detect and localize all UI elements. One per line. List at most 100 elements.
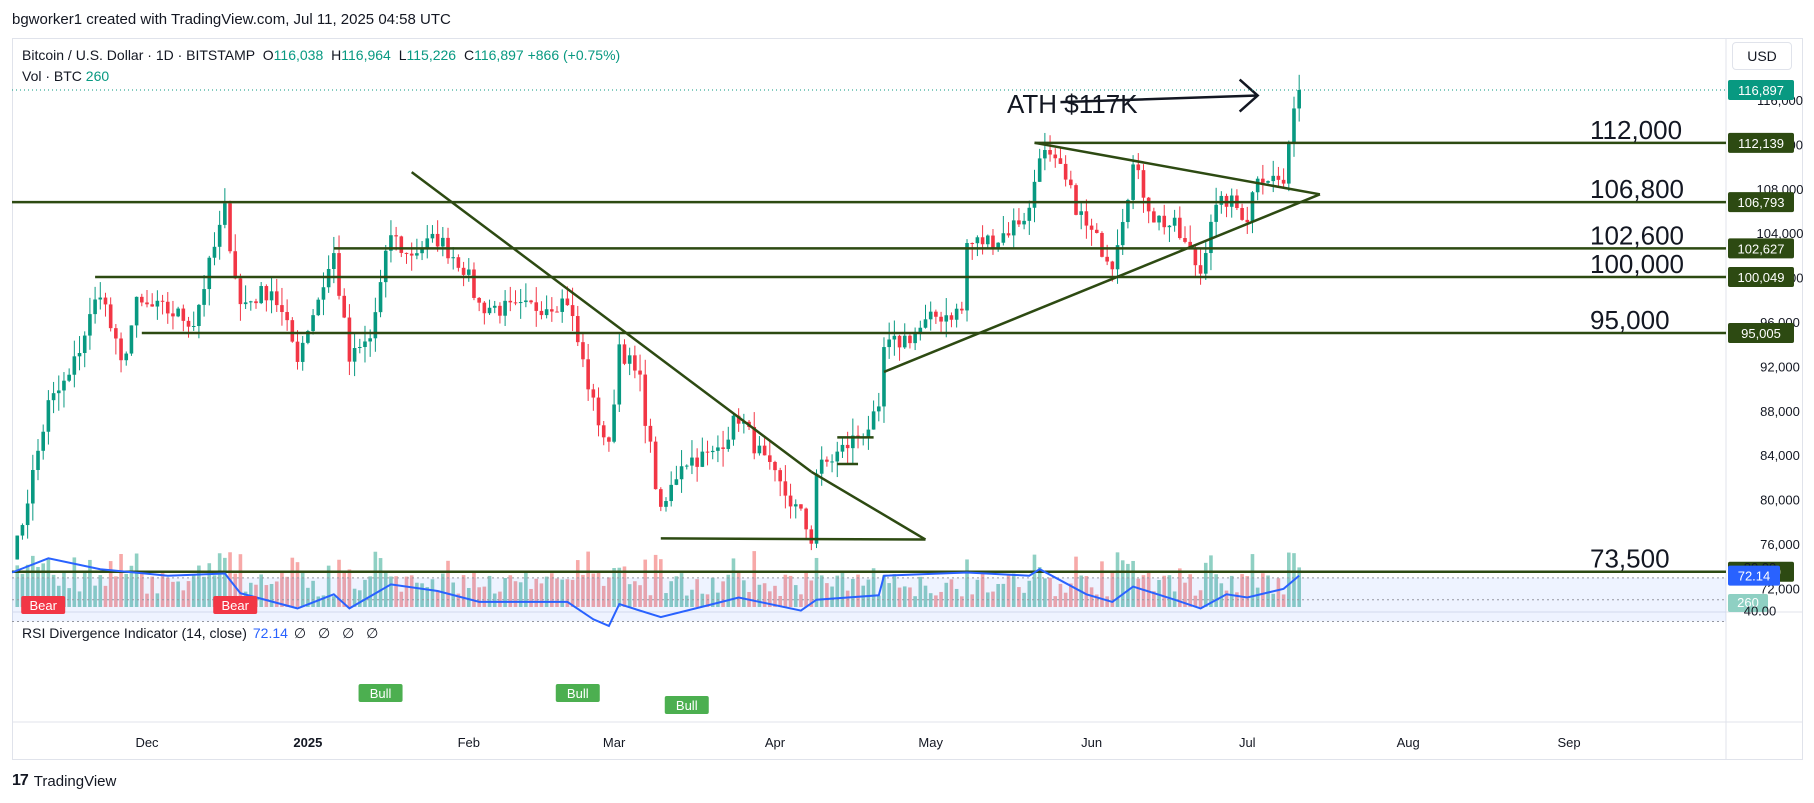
candle-body: [679, 466, 684, 480]
chart-creator-caption: bgworker1 created with TradingView.com, …: [12, 11, 451, 28]
candle-body: [799, 504, 803, 509]
candle-body: [1141, 170, 1146, 198]
signal-label-box: [664, 696, 709, 714]
volume-bar: [757, 584, 762, 607]
candle-body: [845, 444, 850, 449]
candle-body: [145, 302, 149, 305]
price-tick-label: 76,000: [1760, 537, 1800, 552]
candle-body: [46, 400, 51, 432]
candle-body: [954, 308, 959, 320]
volume-bar: [575, 560, 580, 607]
volume-bar: [441, 573, 445, 607]
volume-bar: [607, 577, 611, 607]
candle-body: [150, 304, 154, 307]
volume-bar: [1261, 573, 1265, 607]
candle-body: [565, 298, 570, 306]
rsi-title[interactable]: RSI Divergence Indicator (14, close): [22, 625, 247, 641]
volume-bar: [134, 553, 139, 607]
candle-body: [274, 291, 279, 306]
candle-body: [1261, 178, 1265, 183]
candle-body: [550, 309, 554, 312]
ath-annotation: ATH $117K: [1007, 89, 1138, 119]
volume-bar: [217, 553, 222, 607]
candle-body: [1100, 232, 1104, 257]
volume-bar: [306, 587, 310, 607]
volume-bar: [1001, 583, 1006, 607]
volume-bar: [383, 571, 388, 607]
volume-bar: [1136, 578, 1141, 607]
volume-bar: [1032, 554, 1037, 607]
volume-tag: [1728, 594, 1768, 612]
volume-bar: [622, 566, 627, 607]
volume-bar: [140, 573, 144, 607]
volume-bar: [409, 575, 414, 607]
candle-body: [155, 300, 160, 307]
signal-label: Bull: [567, 686, 589, 701]
candle-body: [176, 308, 180, 317]
candle-body: [1203, 253, 1208, 274]
volume-bar: [1089, 587, 1094, 607]
level-price-tag-text: 100,049: [1738, 270, 1785, 285]
candle-body: [534, 302, 539, 311]
time-tick-label: 2025: [293, 735, 322, 750]
volume-bar: [934, 595, 938, 607]
level-price-tag: [1728, 132, 1794, 153]
currency-button[interactable]: USD: [1732, 42, 1792, 70]
level-label: 106,800: [1590, 174, 1684, 204]
candle-body: [607, 437, 611, 442]
candle-body: [399, 236, 404, 253]
volume-bar: [238, 554, 243, 607]
rsi-legend: RSI Divergence Indicator (14, close) 72.1…: [22, 625, 382, 642]
candle-body: [539, 310, 544, 316]
volume-bar: [280, 572, 284, 607]
volume-bar: [773, 585, 777, 607]
volume-bar: [892, 574, 897, 607]
candle-body: [866, 429, 871, 437]
volume-bar: [996, 584, 1000, 607]
candle-body: [264, 286, 269, 301]
candle-body: [332, 253, 336, 269]
candle-body: [1053, 154, 1058, 159]
volume-bar: [223, 557, 227, 607]
volume-tag-text: 260: [1737, 595, 1759, 610]
volume-bar: [357, 590, 362, 607]
candle-body: [129, 325, 134, 354]
candle-body: [1110, 261, 1115, 270]
volume-bar: [31, 555, 35, 607]
volume-label[interactable]: Vol · BTC: [22, 68, 82, 84]
candle-body: [648, 425, 653, 442]
candle-body: [311, 315, 315, 332]
volume-bar: [902, 586, 907, 607]
volume-bar: [1011, 573, 1016, 607]
volume-bar: [145, 593, 149, 607]
candle-body: [897, 335, 902, 348]
volume-bar: [103, 585, 108, 607]
volume-bar: [1219, 583, 1224, 607]
rsi-extra-values: ∅ ∅ ∅ ∅: [293, 625, 383, 641]
volume-bar: [487, 575, 492, 607]
candle-body: [103, 297, 108, 305]
last-price-tag: [1728, 80, 1794, 100]
candle-body: [508, 300, 513, 303]
volume-bar: [928, 593, 933, 607]
volume-bar: [1224, 590, 1229, 607]
volume-bar: [1094, 594, 1099, 607]
candle-body: [793, 504, 798, 507]
candle-body: [1240, 208, 1244, 220]
volume-bar: [259, 574, 263, 607]
candle-body: [700, 451, 705, 467]
candle-body: [15, 535, 20, 560]
volume-bar: [529, 588, 533, 607]
volume-bar: [845, 590, 850, 607]
candle-body: [98, 297, 103, 300]
volume-bar: [1027, 580, 1032, 607]
volume-bar: [897, 587, 902, 607]
symbol-title[interactable]: Bitcoin / U.S. Dollar · 1D · BITSTAMP: [22, 47, 255, 63]
volume-bar: [923, 585, 928, 607]
candle-body: [259, 286, 263, 304]
volume-bar: [124, 573, 129, 607]
volume-bar: [1022, 592, 1026, 607]
candle-body: [269, 291, 274, 301]
volume-row: Vol · BTC 260: [22, 66, 620, 87]
